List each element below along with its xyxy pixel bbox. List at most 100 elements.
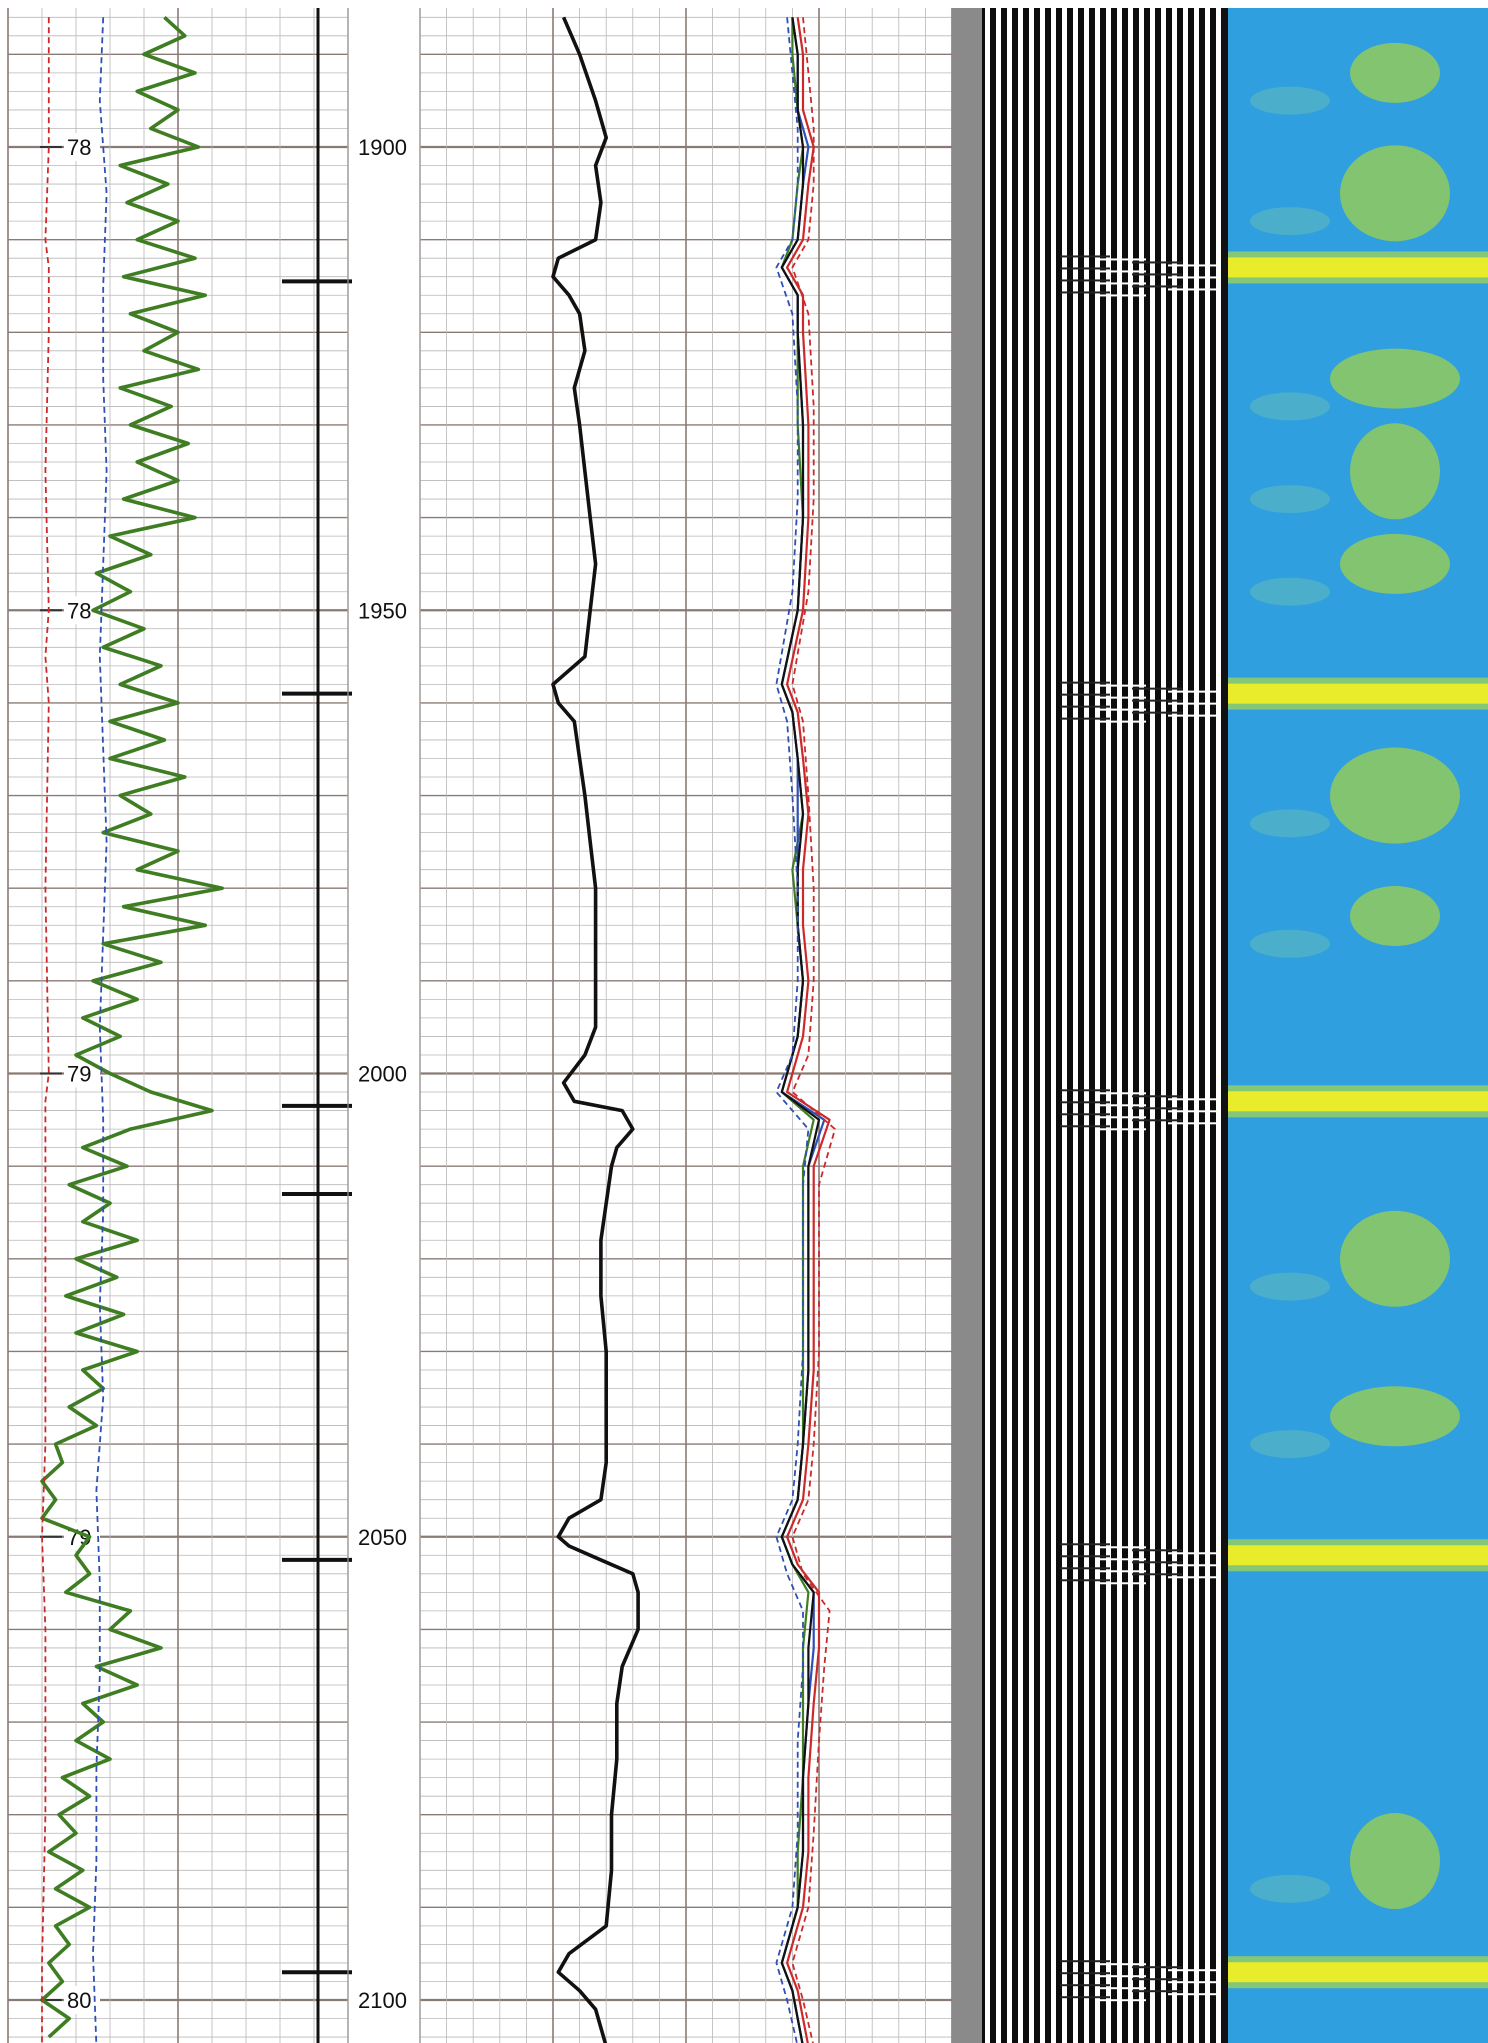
variable-density-disturbance <box>1060 1972 1110 1975</box>
image-log-patch <box>1330 747 1460 844</box>
variable-density-border <box>952 8 982 2043</box>
image-log-patch <box>1250 929 1330 958</box>
marker-label: 80 <box>67 1988 91 2013</box>
variable-density-disturbance <box>1060 693 1110 696</box>
log-curve <box>780 17 821 2043</box>
image-log-patch <box>1350 1813 1440 1910</box>
variable-density-disturbance <box>1060 291 1110 294</box>
variable-density-disturbance <box>1096 1582 1146 1585</box>
image-log-band <box>1228 1962 1488 1983</box>
variable-density-disturbance <box>1096 1104 1146 1107</box>
variable-density-disturbance <box>1132 1966 1182 1969</box>
variable-density-disturbance <box>1132 1119 1182 1122</box>
marker-label: 79 <box>67 1062 91 1087</box>
track1-grid <box>7 8 349 2043</box>
variable-density-disturbance <box>1132 1561 1182 1564</box>
image-log-patch <box>1250 86 1330 115</box>
image-log-band <box>1228 257 1488 278</box>
image-log-patches <box>1250 42 1460 1910</box>
variable-density-disturbance <box>1096 696 1146 699</box>
image-log-patch <box>1250 207 1330 236</box>
variable-density-disturbance <box>1168 1098 1218 1101</box>
variable-density-disturbance <box>1060 1555 1110 1558</box>
image-log-patch <box>1330 1386 1460 1447</box>
image-log-bands <box>1228 251 1488 1989</box>
variable-density-disturbance <box>1168 1564 1218 1567</box>
variable-density-disturbance <box>1168 714 1218 717</box>
variable-density-disturbance <box>1096 1999 1146 2002</box>
variable-density-disturbance <box>1096 1975 1146 1978</box>
variable-density-disturbance <box>1132 261 1182 264</box>
variable-density-disturbance <box>1132 699 1182 702</box>
image-log-patch <box>1250 577 1330 606</box>
image-log-patch <box>1340 1210 1450 1307</box>
variable-density-disturbance <box>1168 1110 1218 1113</box>
track3-curves <box>551 16 836 2043</box>
image-log-band <box>1228 1545 1488 1566</box>
depth-label-bg <box>354 133 418 161</box>
image-log-background <box>1228 8 1488 2043</box>
image-log-track <box>1228 8 1488 2043</box>
variable-density-disturbance <box>1060 1996 1110 1999</box>
variable-density-disturbance <box>1168 690 1218 693</box>
log-curve <box>775 17 810 2043</box>
image-log-band <box>1228 1091 1488 1112</box>
depth-tick-label: 2050 <box>358 1525 407 1550</box>
variable-density-disturbance <box>1060 279 1110 282</box>
variable-density-disturbance <box>1168 288 1218 291</box>
variable-density-disturbance <box>1132 285 1182 288</box>
image-log-patch <box>1250 1430 1330 1459</box>
variable-density-disturbance <box>1060 1089 1110 1092</box>
variable-density-disturbance <box>1096 1987 1146 1990</box>
log-curve <box>41 17 50 2043</box>
image-log-patch <box>1250 809 1330 838</box>
image-log-patch <box>1250 392 1330 421</box>
variable-density-disturbance <box>1060 1125 1110 1128</box>
log-curve <box>785 17 831 2043</box>
variable-density-disturbance <box>1096 684 1146 687</box>
depth-label-bg <box>354 1522 418 1551</box>
depth-label-bg <box>354 1986 418 2014</box>
image-log-patch <box>1250 485 1330 514</box>
depth-tick-label: 2000 <box>358 1062 407 1087</box>
track3-grid <box>419 8 953 2043</box>
variable-density-disturbance <box>1168 1969 1218 1972</box>
variable-density-disturbance <box>1096 294 1146 297</box>
variable-density-disturbance <box>1168 276 1218 279</box>
variable-density-disturbance <box>1060 1960 1110 1963</box>
image-log-patch <box>1350 423 1440 520</box>
variable-density-disturbance <box>1096 1963 1146 1966</box>
variable-density-disturbance <box>1132 1990 1182 1993</box>
variable-density-disturbance <box>1096 1128 1146 1131</box>
variable-density-disturbance <box>1168 702 1218 705</box>
variable-density-disturbance <box>1060 1984 1110 1987</box>
variable-density-disturbance <box>1168 264 1218 267</box>
variable-density-disturbance <box>1132 1978 1182 1981</box>
depth-tick-label: 2100 <box>358 1988 407 2013</box>
depth-label-bg <box>354 596 418 625</box>
variable-density-disturbance <box>1168 1552 1218 1555</box>
log-curve <box>92 17 108 2043</box>
image-log-patch <box>1350 885 1440 946</box>
variable-density-disturbance <box>1060 1567 1110 1570</box>
variable-density-disturbance <box>1096 1558 1146 1561</box>
variable-density-disturbance <box>1060 1113 1110 1116</box>
variable-density-disturbance <box>1060 705 1110 708</box>
variable-density-disturbance <box>1168 1576 1218 1579</box>
variable-density-disturbance <box>1060 1543 1110 1546</box>
variable-density-disturbance <box>1060 255 1110 258</box>
variable-density-disturbance <box>1132 687 1182 690</box>
variable-density-disturbance <box>1132 273 1182 276</box>
track1-curves <box>40 15 224 2043</box>
variable-density-disturbance <box>1096 270 1146 273</box>
variable-density-disturbance <box>1060 267 1110 270</box>
image-log-patch <box>1250 1874 1330 1903</box>
image-log-patch <box>1340 145 1450 242</box>
depth-label-bg <box>354 1059 418 1088</box>
variable-density-disturbance <box>1096 282 1146 285</box>
variable-density-disturbance <box>1168 1993 1218 1996</box>
variable-density-disturbance <box>1168 1981 1218 1984</box>
variable-density-disturbance <box>1132 1549 1182 1552</box>
image-log-band <box>1228 683 1488 704</box>
variable-density-waveforms <box>982 8 1224 2043</box>
